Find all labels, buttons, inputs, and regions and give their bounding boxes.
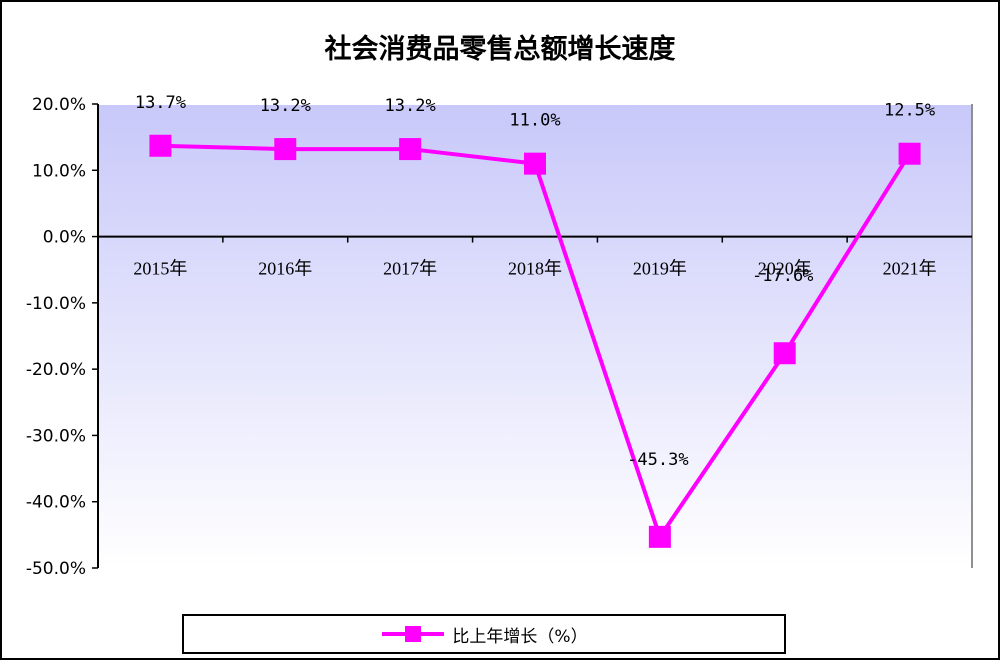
x-tick-label: 2015年 — [133, 259, 187, 279]
data-point — [149, 134, 172, 157]
y-tick-label: -40.0% — [26, 493, 86, 513]
legend-marker-icon — [382, 626, 445, 642]
y-tick-label: -20.0% — [26, 360, 86, 380]
data-point — [648, 525, 671, 548]
legend-label: 比上年增长（%） — [452, 626, 588, 647]
y-tick-label: -10.0% — [26, 294, 86, 314]
data-label: 13.2% — [260, 96, 311, 116]
legend: 比上年增长（%） — [182, 614, 786, 654]
y-tick-label: 0.0% — [43, 228, 86, 248]
data-label: 13.2% — [385, 96, 436, 116]
x-tick-label: 2016年 — [258, 259, 312, 279]
data-label: -45.3% — [627, 450, 688, 470]
data-point — [399, 138, 422, 161]
data-label: -17.6% — [752, 266, 813, 286]
y-tick-label: -50.0% — [26, 559, 86, 579]
data-point — [274, 138, 297, 161]
x-tick-label: 2019年 — [633, 259, 687, 279]
x-tick-label: 2017年 — [383, 259, 437, 279]
data-label: 11.0% — [509, 111, 560, 131]
data-point — [898, 142, 921, 165]
y-tick-label: 20.0% — [32, 95, 86, 115]
chart-title: 社会消费品零售总额增长速度 — [325, 33, 676, 65]
data-label: 13.7% — [135, 93, 186, 113]
plot-area — [98, 104, 972, 568]
x-tick-label: 2021年 — [883, 259, 937, 279]
data-point — [773, 342, 796, 365]
data-label: 12.5% — [884, 101, 935, 121]
data-point — [524, 152, 546, 175]
x-tick-label: 2018年 — [508, 259, 562, 279]
x-tick-label: 2020年 — [758, 259, 812, 279]
y-tick-label: 10.0% — [32, 161, 86, 181]
y-tick-label: -30.0% — [26, 426, 86, 446]
